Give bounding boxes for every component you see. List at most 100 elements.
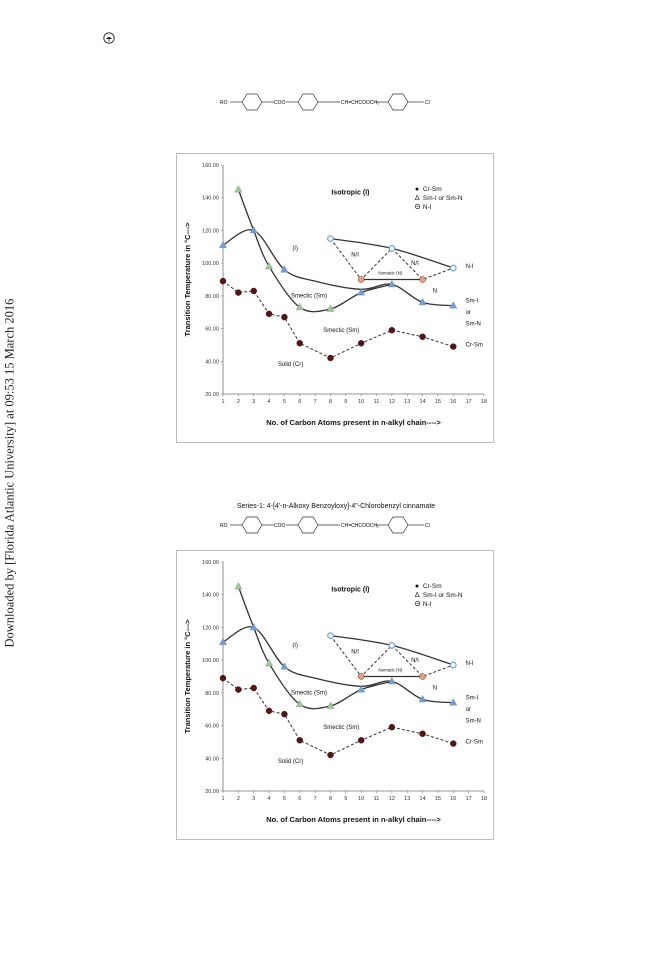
chart-annotation: Solid (Cr) — [278, 759, 303, 765]
chart-annotation: (I) — [292, 643, 298, 649]
benzene-ring-2 — [297, 93, 319, 111]
data-point — [387, 279, 396, 288]
benzene-ring-3 — [387, 93, 409, 111]
data-point — [419, 673, 426, 680]
data-point — [357, 276, 365, 283]
data-point — [234, 185, 243, 193]
chart-annotation: Isotropic (I) — [331, 586, 369, 593]
chart-annotation: Solid (Cr) — [278, 362, 303, 368]
mol-linker-label: CH=CHCOOCH₂ — [341, 100, 379, 106]
chart-annotation: Smectic (Sm) — [291, 690, 327, 696]
legend-entry: N-I — [423, 204, 432, 211]
data-point — [265, 707, 273, 715]
data-point — [280, 662, 289, 670]
data-point — [250, 287, 257, 295]
chart-annotation: Sm-I — [466, 298, 479, 304]
benzene-ring-3 — [387, 516, 409, 534]
data-point — [219, 637, 227, 645]
legend-entry: Cr-Sm — [423, 583, 442, 590]
x-tick-label: 8 — [329, 796, 332, 802]
data-point — [450, 343, 457, 350]
mol-coo-label: COO — [274, 100, 286, 106]
benzene-ring-1 — [241, 516, 263, 534]
x-tick-label: 10 — [358, 796, 364, 802]
x-tick-label: 12 — [389, 796, 395, 802]
chart-annotation: N-I — [466, 661, 474, 667]
data-point — [327, 632, 334, 640]
data-point — [449, 698, 458, 706]
mol-linker-label: CH=CHCOOCH₂ — [341, 523, 379, 529]
chart-annotation: N/I — [351, 650, 359, 656]
data-point — [281, 710, 288, 718]
data-point — [388, 327, 396, 334]
legend-entry: N-I — [423, 601, 432, 608]
chart-annotation: Isotropic (I) — [331, 189, 369, 196]
data-point — [387, 676, 396, 685]
y-tick-label: 40.00 — [205, 359, 219, 365]
data-point — [219, 277, 227, 285]
legend-entry: Sm-I or Sm-N — [423, 592, 463, 599]
publisher-logo-icon — [103, 32, 115, 44]
data-point — [235, 686, 242, 693]
data-point — [219, 674, 227, 682]
chart-annotation: Sm-N — [466, 718, 481, 724]
chart-annotation: Nematic (N) — [378, 668, 403, 673]
y-tick-label: 160.00 — [202, 560, 219, 566]
chart-annotation: Smectic (Sm) — [323, 328, 359, 334]
data-point — [296, 737, 303, 744]
data-point — [449, 264, 457, 272]
y-tick-label: 140.00 — [202, 593, 219, 599]
chart-annotation: N/I — [411, 658, 419, 664]
molecule-structure: RO COO CH=CHCOOCH₂ Cl — [220, 516, 430, 534]
x-tick-label: 7 — [314, 796, 317, 802]
chart-annotation: or — [466, 707, 471, 713]
x-tick-label: 4 — [268, 796, 271, 802]
x-tick-label: 11 — [374, 399, 380, 405]
data-point — [295, 302, 304, 311]
molecule-structure: RO COO CH=CHCOOCH₂ Cl — [220, 93, 430, 111]
x-tick-label: 16 — [450, 399, 456, 405]
x-tick-label: 9 — [344, 796, 347, 802]
data-point — [265, 261, 273, 270]
x-tick-label: 11 — [374, 796, 380, 802]
transition-temperature-chart: 20.0040.0060.0080.00100.00120.00140.0016… — [176, 153, 494, 443]
x-tick-label: 12 — [389, 399, 395, 405]
y-tick-label: 120.00 — [202, 625, 219, 631]
x-tick-label: 18 — [481, 796, 487, 802]
chart-annotation: N/I — [411, 261, 419, 267]
transition-temperature-chart: 20.0040.0060.0080.00100.00120.00140.0016… — [176, 550, 494, 840]
data-point — [250, 684, 257, 692]
chart-annotation: Cr-Sm — [466, 343, 483, 349]
transition-curve — [222, 677, 454, 756]
legend-symbol: ● — [415, 583, 419, 590]
data-point — [418, 694, 427, 703]
y-tick-label: 60.00 — [205, 724, 219, 730]
data-point — [327, 751, 334, 759]
chart-annotation: Sm-N — [466, 321, 481, 327]
chart-annotation: N/I — [351, 253, 359, 259]
x-tick-label: 5 — [283, 796, 286, 802]
series-title: Series-1: 4-[4'-n-Alkoxy Benzoyloxy]-4"-… — [236, 503, 436, 510]
x-tick-label: 17 — [466, 399, 472, 405]
mol-ro-label: RO — [220, 100, 228, 106]
data-point — [419, 276, 426, 283]
y-tick-label: 160.00 — [202, 163, 219, 169]
data-point — [449, 301, 458, 309]
data-point — [419, 730, 426, 737]
data-point — [327, 354, 334, 362]
x-tick-label: 4 — [268, 399, 271, 405]
legend-symbol: ● — [415, 186, 419, 193]
mol-cl-label: Cl — [425, 523, 430, 529]
data-point — [357, 288, 366, 296]
data-point — [357, 685, 366, 693]
data-point — [249, 623, 258, 631]
data-point — [280, 265, 289, 273]
chart-annotation: (I) — [292, 246, 298, 252]
x-tick-label: 6 — [298, 796, 301, 802]
x-tick-label: 14 — [420, 399, 426, 405]
mol-ro-label: RO — [220, 523, 228, 529]
x-tick-label: 16 — [450, 796, 456, 802]
x-tick-label: 10 — [358, 399, 364, 405]
chart-annotation: N — [433, 686, 437, 692]
chart-annotation: Smectic (Sm) — [323, 725, 359, 731]
